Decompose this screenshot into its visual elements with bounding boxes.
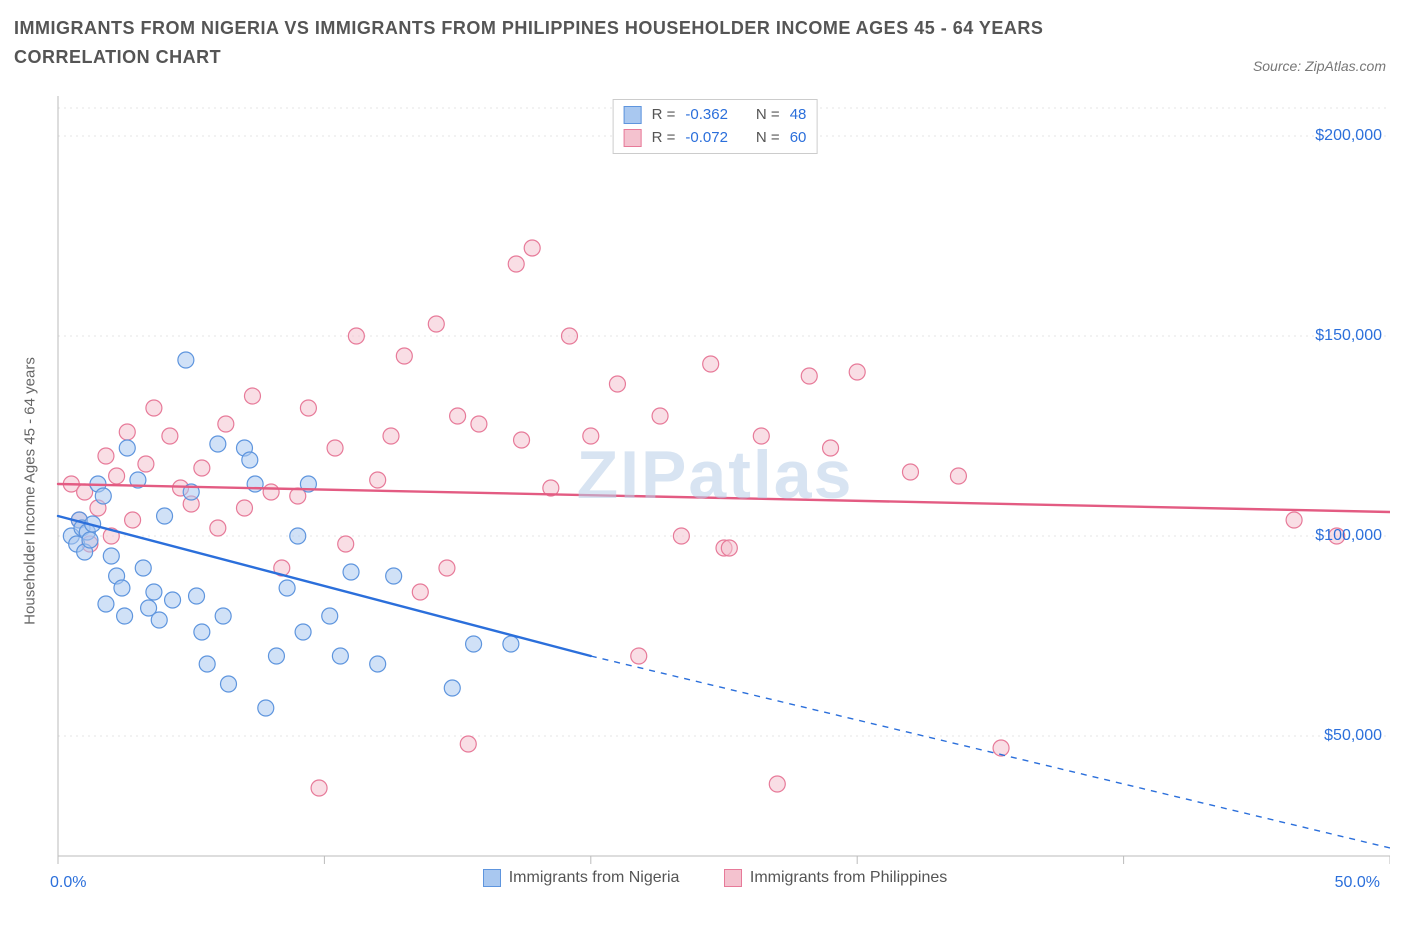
legend-item-philippines: Immigrants from Philippines <box>724 869 947 887</box>
n-value-nigeria: 48 <box>790 104 807 127</box>
swatch-philippines <box>724 869 742 887</box>
chart-title: IMMIGRANTS FROM NIGERIA VS IMMIGRANTS FR… <box>14 14 1114 72</box>
n-label: N = <box>756 104 780 127</box>
chart-header: IMMIGRANTS FROM NIGERIA VS IMMIGRANTS FR… <box>14 14 1386 72</box>
r-value-philippines: -0.072 <box>685 127 728 150</box>
correlation-legend: R = -0.362 N = 48 R = -0.072 N = 60 <box>613 99 818 154</box>
swatch-nigeria <box>624 106 642 124</box>
legend-row-philippines: R = -0.072 N = 60 <box>624 127 807 150</box>
n-value-philippines: 60 <box>790 127 807 150</box>
y-tick-label: $100,000 <box>1315 527 1382 545</box>
r-label: R = <box>652 127 676 150</box>
source-attribution: Source: ZipAtlas.com <box>1253 58 1386 74</box>
y-axis-label: Householder Income Ages 45 - 64 years <box>22 357 39 625</box>
n-label: N = <box>756 127 780 150</box>
y-tick-label: $50,000 <box>1324 727 1382 745</box>
swatch-nigeria <box>483 869 501 887</box>
swatch-philippines <box>624 129 642 147</box>
chart-area: Householder Income Ages 45 - 64 years ZI… <box>40 96 1390 886</box>
r-label: R = <box>652 104 676 127</box>
legend-label-nigeria: Immigrants from Nigeria <box>509 869 680 887</box>
series-legend: Immigrants from Nigeria Immigrants from … <box>40 869 1390 892</box>
legend-item-nigeria: Immigrants from Nigeria <box>483 869 680 887</box>
legend-row-nigeria: R = -0.362 N = 48 <box>624 104 807 127</box>
y-tick-label: $150,000 <box>1315 327 1382 345</box>
scatter-plot <box>40 96 1390 886</box>
y-tick-label: $200,000 <box>1315 127 1382 145</box>
r-value-nigeria: -0.362 <box>685 104 728 127</box>
legend-label-philippines: Immigrants from Philippines <box>750 869 947 887</box>
